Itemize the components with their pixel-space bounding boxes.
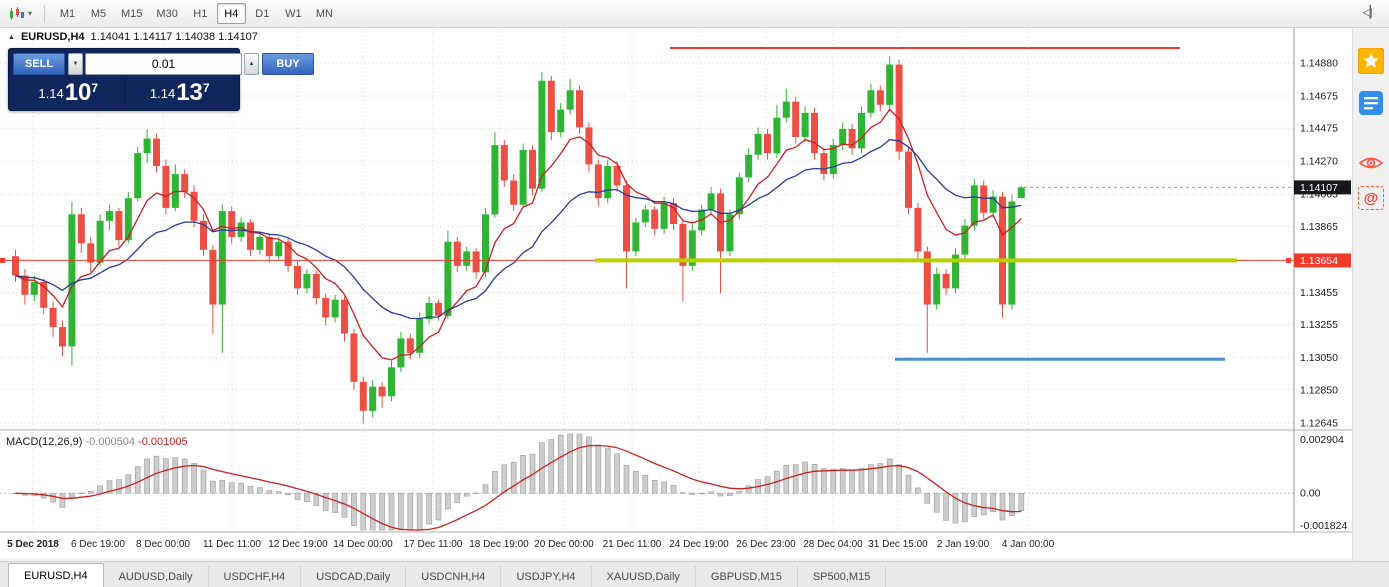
svg-text:21 Dec 11:00: 21 Dec 11:00 xyxy=(603,539,662,550)
macd-panel[interactable] xyxy=(0,433,1294,531)
svg-text:1.13050: 1.13050 xyxy=(1300,352,1338,364)
collapse-sidebar-icon[interactable]: ◁▏ xyxy=(1362,5,1380,19)
mention-at-icon[interactable]: @ xyxy=(1358,186,1384,210)
svg-text:8 Dec 00:00: 8 Dec 00:00 xyxy=(136,539,190,550)
mini-candles-icon xyxy=(10,6,24,20)
news-feed-icon[interactable] xyxy=(1358,90,1384,116)
candles-layer xyxy=(12,56,1025,424)
timeframe-button-h1[interactable]: H1 xyxy=(193,7,208,20)
sell-price-big: 10 xyxy=(64,79,92,106)
macd-header: MACD(12,26,9) -0.000504 -0.001005 xyxy=(6,436,188,448)
svg-text:18 Dec 19:00: 18 Dec 19:00 xyxy=(469,539,529,550)
watch-eye-icon[interactable] xyxy=(1358,150,1384,176)
svg-text:6 Dec 19:00: 6 Dec 19:00 xyxy=(71,539,125,550)
svg-text:1.14880: 1.14880 xyxy=(1300,57,1338,69)
timeframe-button-m30[interactable]: M30 xyxy=(156,7,178,20)
chart-type-icon[interactable]: ▾ xyxy=(8,6,32,22)
list-icon xyxy=(1359,91,1383,115)
svg-text:26 Dec 23:00: 26 Dec 23:00 xyxy=(736,539,796,550)
svg-text:1.13865: 1.13865 xyxy=(1300,221,1338,233)
svg-text:-0.001824: -0.001824 xyxy=(1300,520,1347,532)
tab-gbpusd-m15[interactable]: GBPUSD,M15 xyxy=(696,566,798,587)
lot-increase-button[interactable]: ▲ xyxy=(244,53,259,75)
buy-price[interactable]: 1.14 13 7 xyxy=(123,78,236,107)
svg-text:1.12645: 1.12645 xyxy=(1300,417,1338,429)
chart-type-caret-icon: ▾ xyxy=(28,9,33,18)
tab-usdchf-h4[interactable]: USDCHF,H4 xyxy=(209,566,302,587)
tab-bar-tabs: EURUSD,H4 AUDUSD,Daily USDCHF,H4 USDCAD,Dai… xyxy=(8,562,887,587)
svg-text:1.13654: 1.13654 xyxy=(1300,255,1338,267)
svg-text:24 Dec 19:00: 24 Dec 19:00 xyxy=(669,539,729,550)
timeframe-button-mn[interactable]: MN xyxy=(315,7,333,20)
tab-xauusd-daily[interactable]: XAUUSD,Daily xyxy=(592,566,696,587)
one-click-trading-panel: SELL ▼ ▲ BUY 1.14 10 7 1.14 13 7 xyxy=(8,48,314,112)
ma-slow-line xyxy=(15,139,1022,320)
svg-text:12 Dec 19:00: 12 Dec 19:00 xyxy=(268,539,328,550)
time-axis[interactable]: 5 Dec 2018 6 Dec 19:00 8 Dec 00:00 11 Dec 1… xyxy=(7,539,1054,550)
svg-text:1.14475: 1.14475 xyxy=(1300,123,1338,135)
lot-size-control: ▼ ▲ xyxy=(68,53,259,75)
timeframe-button-h4[interactable]: H4 xyxy=(216,3,246,24)
svg-text:20 Dec 00:00: 20 Dec 00:00 xyxy=(534,539,594,550)
chart-tab-bar: EURUSD,H4 AUDUSD,Daily USDCHF,H4 USDCAD,Dai… xyxy=(0,561,1389,587)
tab-usdcnh-h4[interactable]: USDCNH,H4 xyxy=(406,566,502,587)
price-axis[interactable]: 1.148801.146751.144751.142701.140651.138… xyxy=(1294,57,1351,532)
timeframe-button-m5[interactable]: M5 xyxy=(90,7,107,20)
tab-usdcad-daily[interactable]: USDCAD,Daily xyxy=(301,566,407,587)
svg-text:0.002904: 0.002904 xyxy=(1300,434,1344,446)
eye-icon xyxy=(1358,157,1384,169)
chart-area: 1.14880 1.14675 1.14475 1.14270 1.14065 1.138… xyxy=(0,28,1352,559)
sell-price-prefix: 1.14 xyxy=(38,86,64,102)
toolbar-separator xyxy=(44,4,46,23)
ma-fast-line xyxy=(15,108,1022,361)
level-price-badge: 1.13654 xyxy=(1294,253,1351,268)
macd-signal-line xyxy=(15,444,1022,531)
price-chart[interactable]: 1.148801.146751.144751.142701.140651.138… xyxy=(0,28,1352,559)
timeframe-button-w1[interactable]: W1 xyxy=(285,7,302,20)
svg-text:1.14270: 1.14270 xyxy=(1300,156,1338,168)
svg-text:1.14107: 1.14107 xyxy=(1300,182,1338,194)
star-icon xyxy=(1358,48,1384,74)
svg-text:2 Jan 19:00: 2 Jan 19:00 xyxy=(937,539,990,550)
svg-text:11 Dec 11:00: 11 Dec 11:00 xyxy=(203,539,261,550)
toolbar: ▾ M1 M5 M15 M30 H1 H4 D1 W1 MN ◁▏ xyxy=(0,0,1389,28)
svg-text:28 Dec 04:00: 28 Dec 04:00 xyxy=(803,539,863,550)
sell-price[interactable]: 1.14 10 7 xyxy=(13,78,124,106)
current-price-badge: 1.14107 xyxy=(1294,180,1351,195)
sell-button[interactable]: SELL xyxy=(13,53,65,75)
buy-button[interactable]: BUY xyxy=(262,53,314,75)
svg-text:1.13455: 1.13455 xyxy=(1300,287,1338,299)
tab-sp500-m15[interactable]: SP500,M15 xyxy=(798,566,887,587)
svg-text:31 Dec 15:00: 31 Dec 15:00 xyxy=(868,539,928,550)
svg-text:0.00: 0.00 xyxy=(1300,488,1321,500)
svg-text:1.13255: 1.13255 xyxy=(1300,319,1338,331)
lot-size-input[interactable] xyxy=(85,53,242,75)
timeframe-button-d1[interactable]: D1 xyxy=(255,7,270,20)
svg-text:4 Jan 00:00: 4 Jan 00:00 xyxy=(1002,539,1055,550)
svg-text:1.12850: 1.12850 xyxy=(1300,384,1338,396)
svg-text:14 Dec 00:00: 14 Dec 00:00 xyxy=(333,539,393,550)
tab-audusd-daily[interactable]: AUDUSD,Daily xyxy=(104,566,209,587)
right-sidebar: @ xyxy=(1352,28,1389,561)
svg-text:17 Dec 11:00: 17 Dec 11:00 xyxy=(404,539,463,550)
svg-text:1.14675: 1.14675 xyxy=(1300,91,1338,103)
lot-decrease-button[interactable]: ▼ xyxy=(68,53,83,75)
buy-price-pipette: 7 xyxy=(202,81,210,95)
timeframe-button-m15[interactable]: M15 xyxy=(121,7,143,20)
svg-text:5 Dec 2018: 5 Dec 2018 xyxy=(7,539,59,550)
timeframe-button-m1[interactable]: M1 xyxy=(59,7,76,20)
sell-price-pipette: 7 xyxy=(91,81,99,95)
price-chart-holder: 1.14880 1.14675 1.14475 1.14270 1.14065 1.138… xyxy=(0,28,1352,559)
tab-eurusd-h4[interactable]: EURUSD,H4 xyxy=(8,563,104,587)
tab-usdjpy-h4[interactable]: USDJPY,H4 xyxy=(501,566,592,587)
buy-price-prefix: 1.14 xyxy=(149,86,176,102)
timeframe-buttons: M1 M5 M15 M30 H1 H4 D1 W1 MN xyxy=(53,3,339,24)
buy-price-big: 13 xyxy=(176,79,203,106)
favorites-star-icon[interactable] xyxy=(1358,48,1384,74)
